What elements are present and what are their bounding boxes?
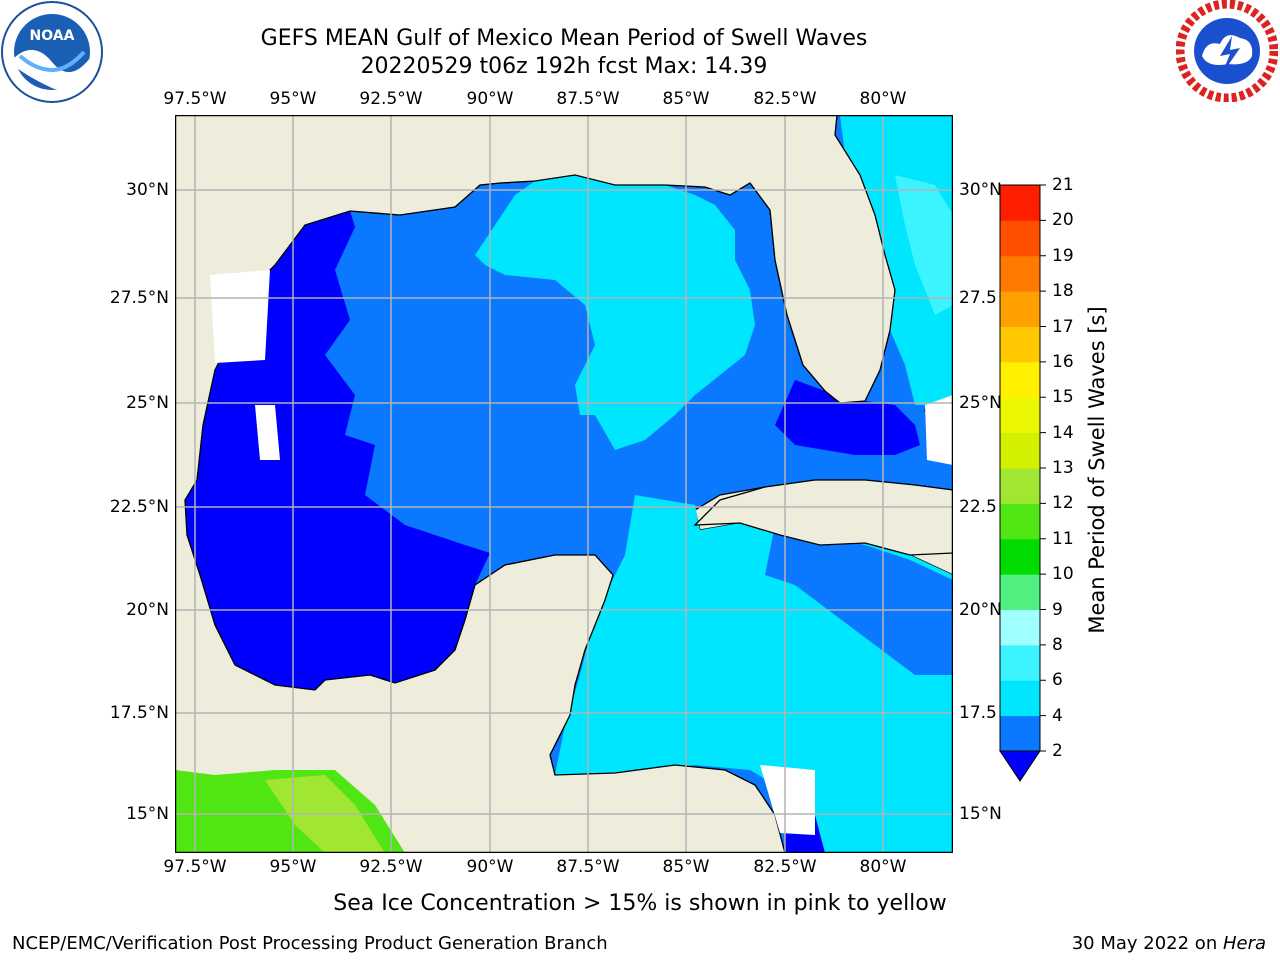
colorbar-segment: [1000, 680, 1040, 717]
chart-subtitle: 20220529 t06z 192h fcst Max: 14.39: [360, 54, 768, 79]
colorbar-segment: [1000, 397, 1040, 434]
colorbar-tick-label: 14: [1052, 422, 1074, 443]
lat-tick-right-5: 17.5: [959, 703, 997, 723]
cuba: [693, 479, 953, 556]
lon-tick-top-5: 85°W: [662, 89, 710, 109]
lat-tick-left-0: 30°N: [126, 180, 169, 200]
lon-tick-top-6: 82.5°W: [753, 89, 817, 109]
colorbar-segment: [1000, 220, 1040, 257]
lon-tick-bottom-5: 85°W: [662, 857, 710, 877]
colorbar-segment: [1000, 609, 1040, 646]
footer-date: 30 May 2022 on Hera: [1072, 933, 1266, 954]
colorbar-tick-label: 21: [1052, 175, 1074, 195]
chart-title: GEFS MEAN Gulf of Mexico Mean Period of …: [260, 26, 868, 51]
sea-ice-note: Sea Ice Concentration > 15% is shown in …: [333, 891, 947, 916]
gridlines: [175, 115, 953, 853]
colorbar-tick-label: 16: [1052, 351, 1074, 372]
colorbar-segment: [1000, 644, 1040, 681]
map-frame: [175, 115, 953, 853]
lon-tick-bottom-0: 97.5°W: [163, 857, 227, 877]
colorbar-tick-label: 15: [1052, 387, 1074, 408]
colorbar-tick-label: 8: [1052, 634, 1063, 655]
colorbar-tick-label: 6: [1052, 670, 1063, 691]
colorbar-title: Mean Period of Swell Waves [s]: [1085, 306, 1109, 634]
white-gap-2: [255, 405, 280, 460]
caribbean-mid-blue: [765, 525, 953, 675]
lat-tick-left-4: 20°N: [126, 600, 169, 620]
lat-tick-right-6: 15°N: [959, 804, 1002, 824]
colorbar-tick-label: 19: [1052, 245, 1074, 266]
lon-tick-top-3: 90°W: [466, 89, 514, 109]
colorbar-tick-label: 17: [1052, 316, 1074, 337]
colorbar-segment: [1000, 468, 1040, 504]
colorbar-segment: [1000, 185, 1040, 221]
lon-tick-bottom-1: 95°W: [269, 857, 317, 877]
white-gap-1: [210, 270, 270, 363]
lon-tick-bottom-2: 92.5°W: [359, 857, 423, 877]
footer-machine: Hera: [1222, 933, 1266, 954]
colorbar-segment: [1000, 432, 1040, 469]
colorbar-segment: [1000, 574, 1040, 610]
colorbar-tick-label: 18: [1052, 281, 1074, 302]
lon-tick-top-7: 80°W: [859, 89, 907, 109]
lat-tick-right-1: 27.5: [959, 288, 997, 308]
colorbar-segment: [1000, 538, 1040, 575]
colorbar-tick-label: 9: [1052, 599, 1063, 620]
colorbar-extend-triangle: [999, 750, 1041, 782]
lon-tick-top-1: 95°W: [269, 89, 317, 109]
svg-text:NOAA: NOAA: [30, 28, 75, 44]
lon-tick-top-0: 97.5°W: [163, 89, 227, 109]
colorbar-tick-label: 4: [1052, 705, 1063, 726]
lon-tick-bottom-7: 80°W: [859, 857, 907, 877]
lon-tick-top-2: 92.5°W: [359, 89, 423, 109]
florida-east-light-cyan: [895, 175, 953, 315]
noaa-logo: NOAA: [1, 1, 103, 103]
lat-tick-left-6: 15°N: [126, 804, 169, 824]
colorbar-segment: [1000, 291, 1040, 327]
colorbar-tick-label: 2: [1052, 741, 1063, 761]
colorbar-segment: [1000, 361, 1040, 398]
lat-tick-right-4: 20°N: [959, 600, 1002, 620]
colorbar-tick-label: 13: [1052, 458, 1074, 478]
lat-tick-right-3: 22.5: [959, 497, 997, 517]
footer-credit: NCEP/EMC/Verification Post Processing Pr…: [12, 933, 608, 954]
lat-tick-right-0: 30°N: [959, 180, 1002, 200]
colorbar-segment: [1000, 503, 1040, 540]
lon-tick-top-4: 87.5°W: [556, 89, 620, 109]
lon-tick-bottom-4: 87.5°W: [556, 857, 620, 877]
colorbar-segment: [1000, 715, 1040, 752]
footer-date-text: 30 May 2022 on: [1071, 933, 1223, 954]
lat-tick-left-5: 17.5°N: [109, 703, 169, 723]
lat-tick-right-2: 25°N: [959, 393, 1002, 413]
colorbar-tick-label: 10: [1052, 564, 1074, 585]
colorbar-tick-label: 12: [1052, 493, 1074, 514]
colorbar: [999, 184, 1046, 782]
central-gulf-cyan: [475, 175, 755, 450]
white-gap-4: [925, 395, 953, 465]
colorbar-tick-label: 11: [1052, 528, 1074, 549]
lat-tick-left-3: 22.5°N: [109, 497, 169, 517]
lon-tick-bottom-3: 90°W: [466, 857, 514, 877]
lat-tick-left-2: 25°N: [126, 393, 169, 413]
map-panel: [175, 115, 953, 853]
white-gap-3: [760, 765, 815, 835]
nws-logo: [1176, 0, 1278, 102]
lat-tick-left-1: 27.5°N: [109, 288, 169, 308]
lon-tick-bottom-6: 82.5°W: [753, 857, 817, 877]
colorbar-tick-label: 20: [1052, 210, 1074, 231]
colorbar-segment: [1000, 326, 1040, 363]
colorbar-segment: [1000, 255, 1040, 292]
